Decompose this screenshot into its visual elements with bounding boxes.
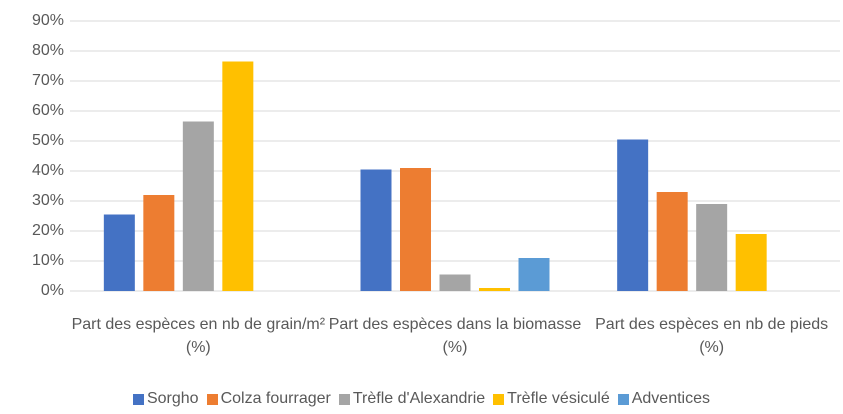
legend-label: Trèfle vésiculé — [507, 390, 610, 407]
legend-label: Colza fourrager — [220, 390, 331, 407]
bar — [400, 168, 431, 291]
legend-item: Colza fourrager — [206, 390, 331, 408]
legend-swatch — [132, 393, 144, 405]
y-tick-label: 30% — [32, 192, 64, 209]
bar — [518, 258, 550, 291]
legend-item: Sorgho — [132, 390, 199, 408]
x-tick-label: Part des espèces en nb de pieds (%) — [595, 316, 829, 356]
bar — [360, 169, 392, 291]
bar — [479, 288, 510, 291]
x-tick-label: Part des espèces en nb de grain/m² (%) — [71, 316, 326, 356]
bar — [439, 274, 471, 291]
legend-swatch — [617, 393, 629, 405]
y-tick-label: 20% — [32, 222, 64, 239]
bar — [143, 195, 175, 291]
legend-label: Trèfle d'Alexandrie — [352, 390, 486, 407]
bar — [222, 61, 254, 291]
legend-label: Adventices — [631, 390, 710, 407]
bar — [617, 139, 649, 291]
legend-item: Trèfle vésiculé — [493, 390, 610, 408]
legend-swatch — [493, 393, 505, 405]
y-tick-label: 50% — [32, 132, 64, 149]
legend-item: Adventices — [617, 390, 710, 408]
y-tick-label: 40% — [32, 162, 64, 179]
legend-swatch — [206, 393, 218, 405]
x-tick-label: Part des espèces dans la biomasse (%) — [328, 316, 582, 356]
bar — [735, 234, 767, 291]
y-tick-label: 90% — [32, 12, 64, 29]
y-tick-label: 80% — [32, 42, 64, 59]
y-tick-label: 0% — [41, 282, 64, 299]
bar — [182, 121, 214, 291]
legend: Sorgho Colza fourrager Trèfle d'Alexandrie… — [0, 390, 843, 408]
legend-item: Trèfle d'Alexandrie — [338, 390, 486, 408]
legend-label: Sorgho — [146, 390, 199, 407]
y-tick-label: 70% — [32, 72, 64, 89]
y-tick-label: 60% — [32, 102, 64, 119]
bar — [103, 214, 135, 291]
bar — [696, 204, 728, 291]
legend-swatch — [338, 393, 350, 405]
y-tick-label: 10% — [32, 252, 64, 269]
bar — [656, 192, 688, 291]
